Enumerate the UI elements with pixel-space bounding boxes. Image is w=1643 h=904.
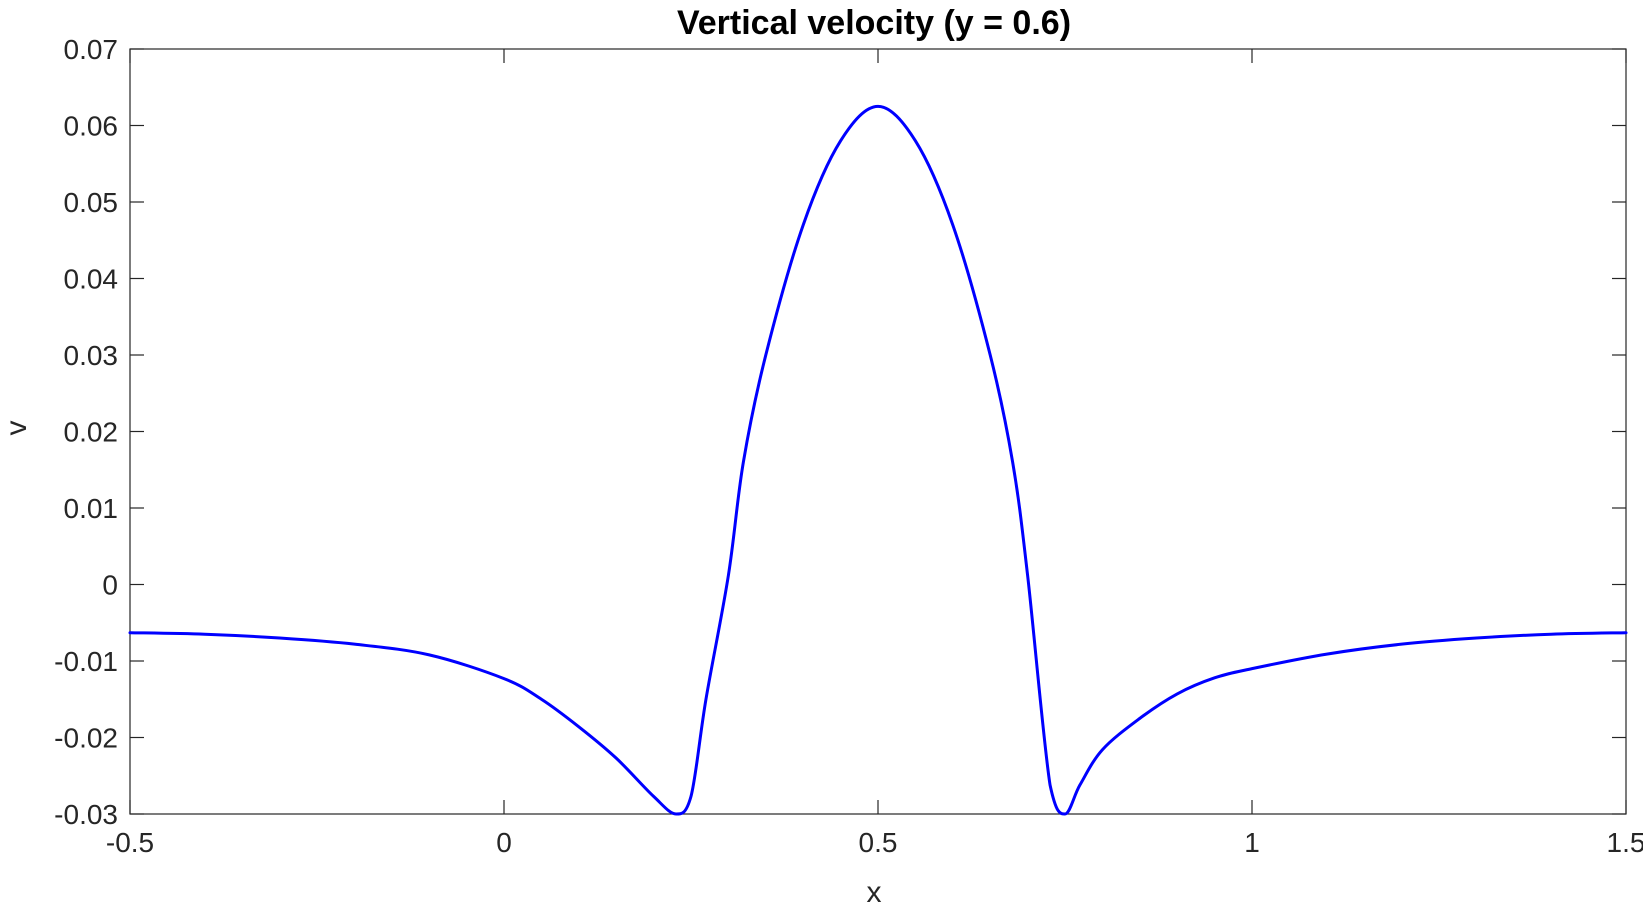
y-axis-ticks — [130, 48, 1626, 815]
y-tick-label: 0.07 — [64, 34, 119, 65]
y-tick-label: 0.02 — [64, 417, 119, 448]
plot-area-frame — [129, 48, 1627, 815]
y-axis-tick-labels: -0.03 -0.02 -0.01 0 0.01 0.02 0.03 0.04 0.05 0.06… — [54, 34, 118, 830]
series-line — [128, 104, 1628, 816]
y-tick-label: 0.06 — [64, 111, 119, 142]
y-tick-label: 0.05 — [64, 187, 119, 218]
y-tick-label: 0.04 — [64, 264, 119, 295]
y-tick-label: 0.01 — [64, 493, 119, 524]
y-tick-label: -0.02 — [54, 723, 118, 754]
y-tick-label: -0.03 — [54, 799, 118, 830]
x-tick-label: 0.5 — [859, 827, 898, 858]
chart-title: Vertical velocity (y = 0.6) — [677, 4, 1071, 42]
x-tick-label: 1.5 — [1607, 827, 1643, 858]
x-tick-label: 0 — [496, 827, 512, 858]
y-axis-label: v — [0, 421, 33, 436]
x-axis-tick-labels: -0.5 0 0.5 1 1.5 — [106, 827, 1643, 858]
y-tick-label: -0.01 — [54, 646, 118, 677]
x-tick-label: -0.5 — [106, 827, 154, 858]
x-axis-label: x — [867, 876, 882, 904]
y-tick-label: 0.03 — [64, 340, 119, 371]
x-axis-ticks — [129, 49, 1627, 814]
x-tick-label: 1 — [1244, 827, 1260, 858]
y-tick-label: 0 — [102, 570, 118, 601]
